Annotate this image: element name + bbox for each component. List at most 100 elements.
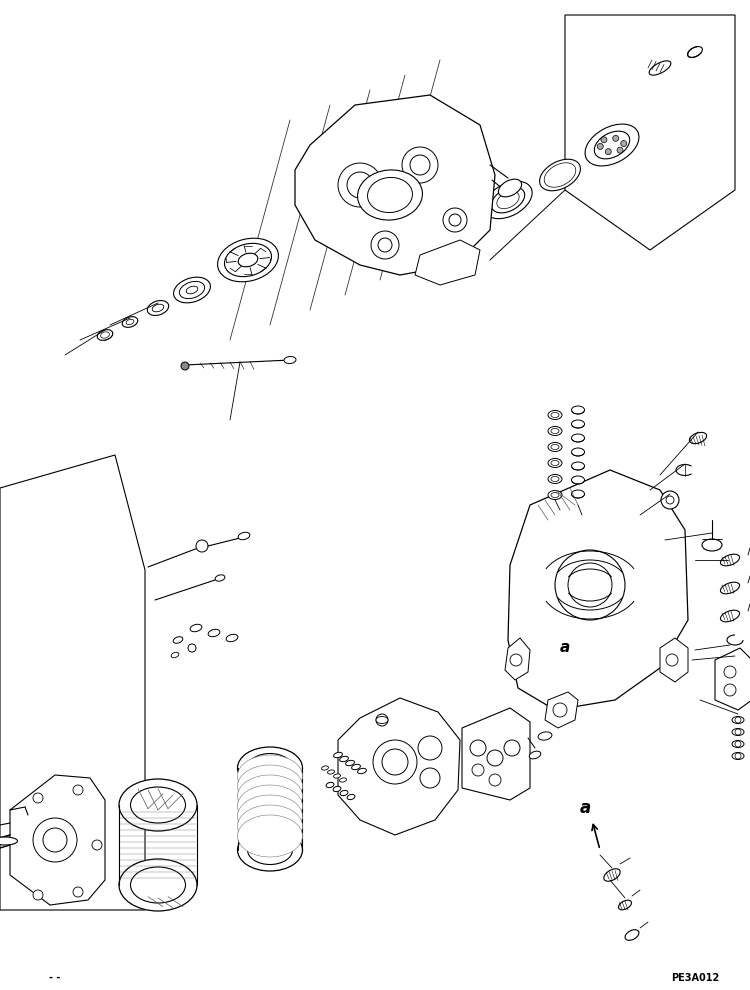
Ellipse shape bbox=[539, 159, 580, 191]
Circle shape bbox=[33, 818, 77, 862]
Circle shape bbox=[735, 741, 741, 747]
Ellipse shape bbox=[548, 474, 562, 483]
Ellipse shape bbox=[548, 427, 562, 436]
Ellipse shape bbox=[0, 837, 17, 845]
Polygon shape bbox=[715, 648, 750, 710]
Ellipse shape bbox=[358, 170, 422, 220]
Ellipse shape bbox=[376, 717, 388, 724]
Circle shape bbox=[470, 740, 486, 756]
Ellipse shape bbox=[171, 652, 178, 657]
Circle shape bbox=[188, 644, 196, 652]
Ellipse shape bbox=[551, 476, 559, 481]
Polygon shape bbox=[415, 240, 480, 285]
Ellipse shape bbox=[625, 930, 639, 940]
Circle shape bbox=[605, 148, 611, 154]
Ellipse shape bbox=[238, 755, 302, 797]
Circle shape bbox=[601, 137, 607, 143]
Ellipse shape bbox=[499, 179, 521, 197]
Ellipse shape bbox=[217, 239, 278, 282]
Ellipse shape bbox=[721, 582, 740, 594]
Circle shape bbox=[402, 147, 438, 183]
Ellipse shape bbox=[548, 411, 562, 420]
Ellipse shape bbox=[551, 492, 559, 498]
Ellipse shape bbox=[186, 286, 198, 294]
Circle shape bbox=[621, 141, 627, 147]
Ellipse shape bbox=[130, 867, 185, 903]
Text: a: a bbox=[579, 799, 591, 817]
Ellipse shape bbox=[179, 281, 205, 299]
Ellipse shape bbox=[238, 795, 302, 837]
Ellipse shape bbox=[238, 775, 302, 817]
Polygon shape bbox=[565, 15, 735, 250]
Ellipse shape bbox=[530, 751, 541, 759]
Ellipse shape bbox=[328, 770, 334, 774]
Ellipse shape bbox=[732, 717, 744, 724]
Ellipse shape bbox=[650, 60, 670, 75]
Ellipse shape bbox=[340, 778, 346, 782]
Ellipse shape bbox=[326, 782, 334, 788]
Ellipse shape bbox=[551, 445, 559, 449]
Ellipse shape bbox=[130, 787, 185, 823]
Ellipse shape bbox=[594, 131, 630, 158]
Text: - -: - - bbox=[50, 973, 61, 983]
Circle shape bbox=[617, 148, 623, 153]
Circle shape bbox=[472, 764, 484, 776]
Circle shape bbox=[735, 729, 741, 735]
Ellipse shape bbox=[238, 805, 302, 847]
Ellipse shape bbox=[548, 458, 562, 467]
Circle shape bbox=[597, 144, 603, 149]
Circle shape bbox=[420, 768, 440, 788]
Ellipse shape bbox=[721, 610, 740, 622]
Circle shape bbox=[196, 540, 208, 552]
Ellipse shape bbox=[548, 443, 562, 451]
Ellipse shape bbox=[347, 794, 355, 800]
Polygon shape bbox=[508, 470, 688, 710]
Circle shape bbox=[724, 684, 736, 696]
Ellipse shape bbox=[548, 490, 562, 500]
Circle shape bbox=[661, 491, 679, 509]
Circle shape bbox=[735, 717, 741, 723]
Circle shape bbox=[568, 563, 612, 607]
Ellipse shape bbox=[368, 177, 413, 213]
Circle shape bbox=[410, 155, 430, 175]
Circle shape bbox=[376, 714, 388, 726]
Ellipse shape bbox=[119, 859, 197, 911]
Polygon shape bbox=[545, 692, 578, 728]
Circle shape bbox=[382, 749, 408, 775]
Ellipse shape bbox=[322, 766, 328, 770]
Ellipse shape bbox=[98, 330, 112, 341]
Polygon shape bbox=[505, 638, 530, 680]
Ellipse shape bbox=[190, 625, 202, 632]
Ellipse shape bbox=[572, 434, 584, 442]
Ellipse shape bbox=[484, 181, 532, 219]
Polygon shape bbox=[462, 708, 530, 800]
Ellipse shape bbox=[248, 836, 292, 864]
Ellipse shape bbox=[152, 304, 164, 312]
Ellipse shape bbox=[572, 490, 584, 498]
Ellipse shape bbox=[604, 869, 620, 881]
Ellipse shape bbox=[538, 732, 552, 741]
Ellipse shape bbox=[100, 332, 109, 339]
Ellipse shape bbox=[572, 462, 584, 470]
Ellipse shape bbox=[334, 752, 343, 757]
Circle shape bbox=[504, 740, 520, 756]
Circle shape bbox=[43, 828, 67, 852]
Ellipse shape bbox=[572, 476, 584, 484]
Ellipse shape bbox=[173, 277, 211, 303]
Ellipse shape bbox=[732, 729, 744, 736]
Circle shape bbox=[33, 890, 43, 900]
Text: a: a bbox=[560, 641, 570, 655]
Ellipse shape bbox=[226, 635, 238, 642]
Ellipse shape bbox=[689, 433, 706, 444]
Ellipse shape bbox=[340, 790, 348, 796]
Ellipse shape bbox=[496, 191, 519, 209]
Ellipse shape bbox=[702, 539, 722, 551]
Ellipse shape bbox=[491, 187, 525, 213]
Ellipse shape bbox=[732, 752, 744, 759]
Ellipse shape bbox=[572, 406, 584, 414]
Ellipse shape bbox=[334, 774, 340, 778]
Ellipse shape bbox=[358, 768, 367, 773]
Circle shape bbox=[555, 550, 625, 620]
Circle shape bbox=[449, 214, 461, 226]
Ellipse shape bbox=[238, 765, 302, 807]
